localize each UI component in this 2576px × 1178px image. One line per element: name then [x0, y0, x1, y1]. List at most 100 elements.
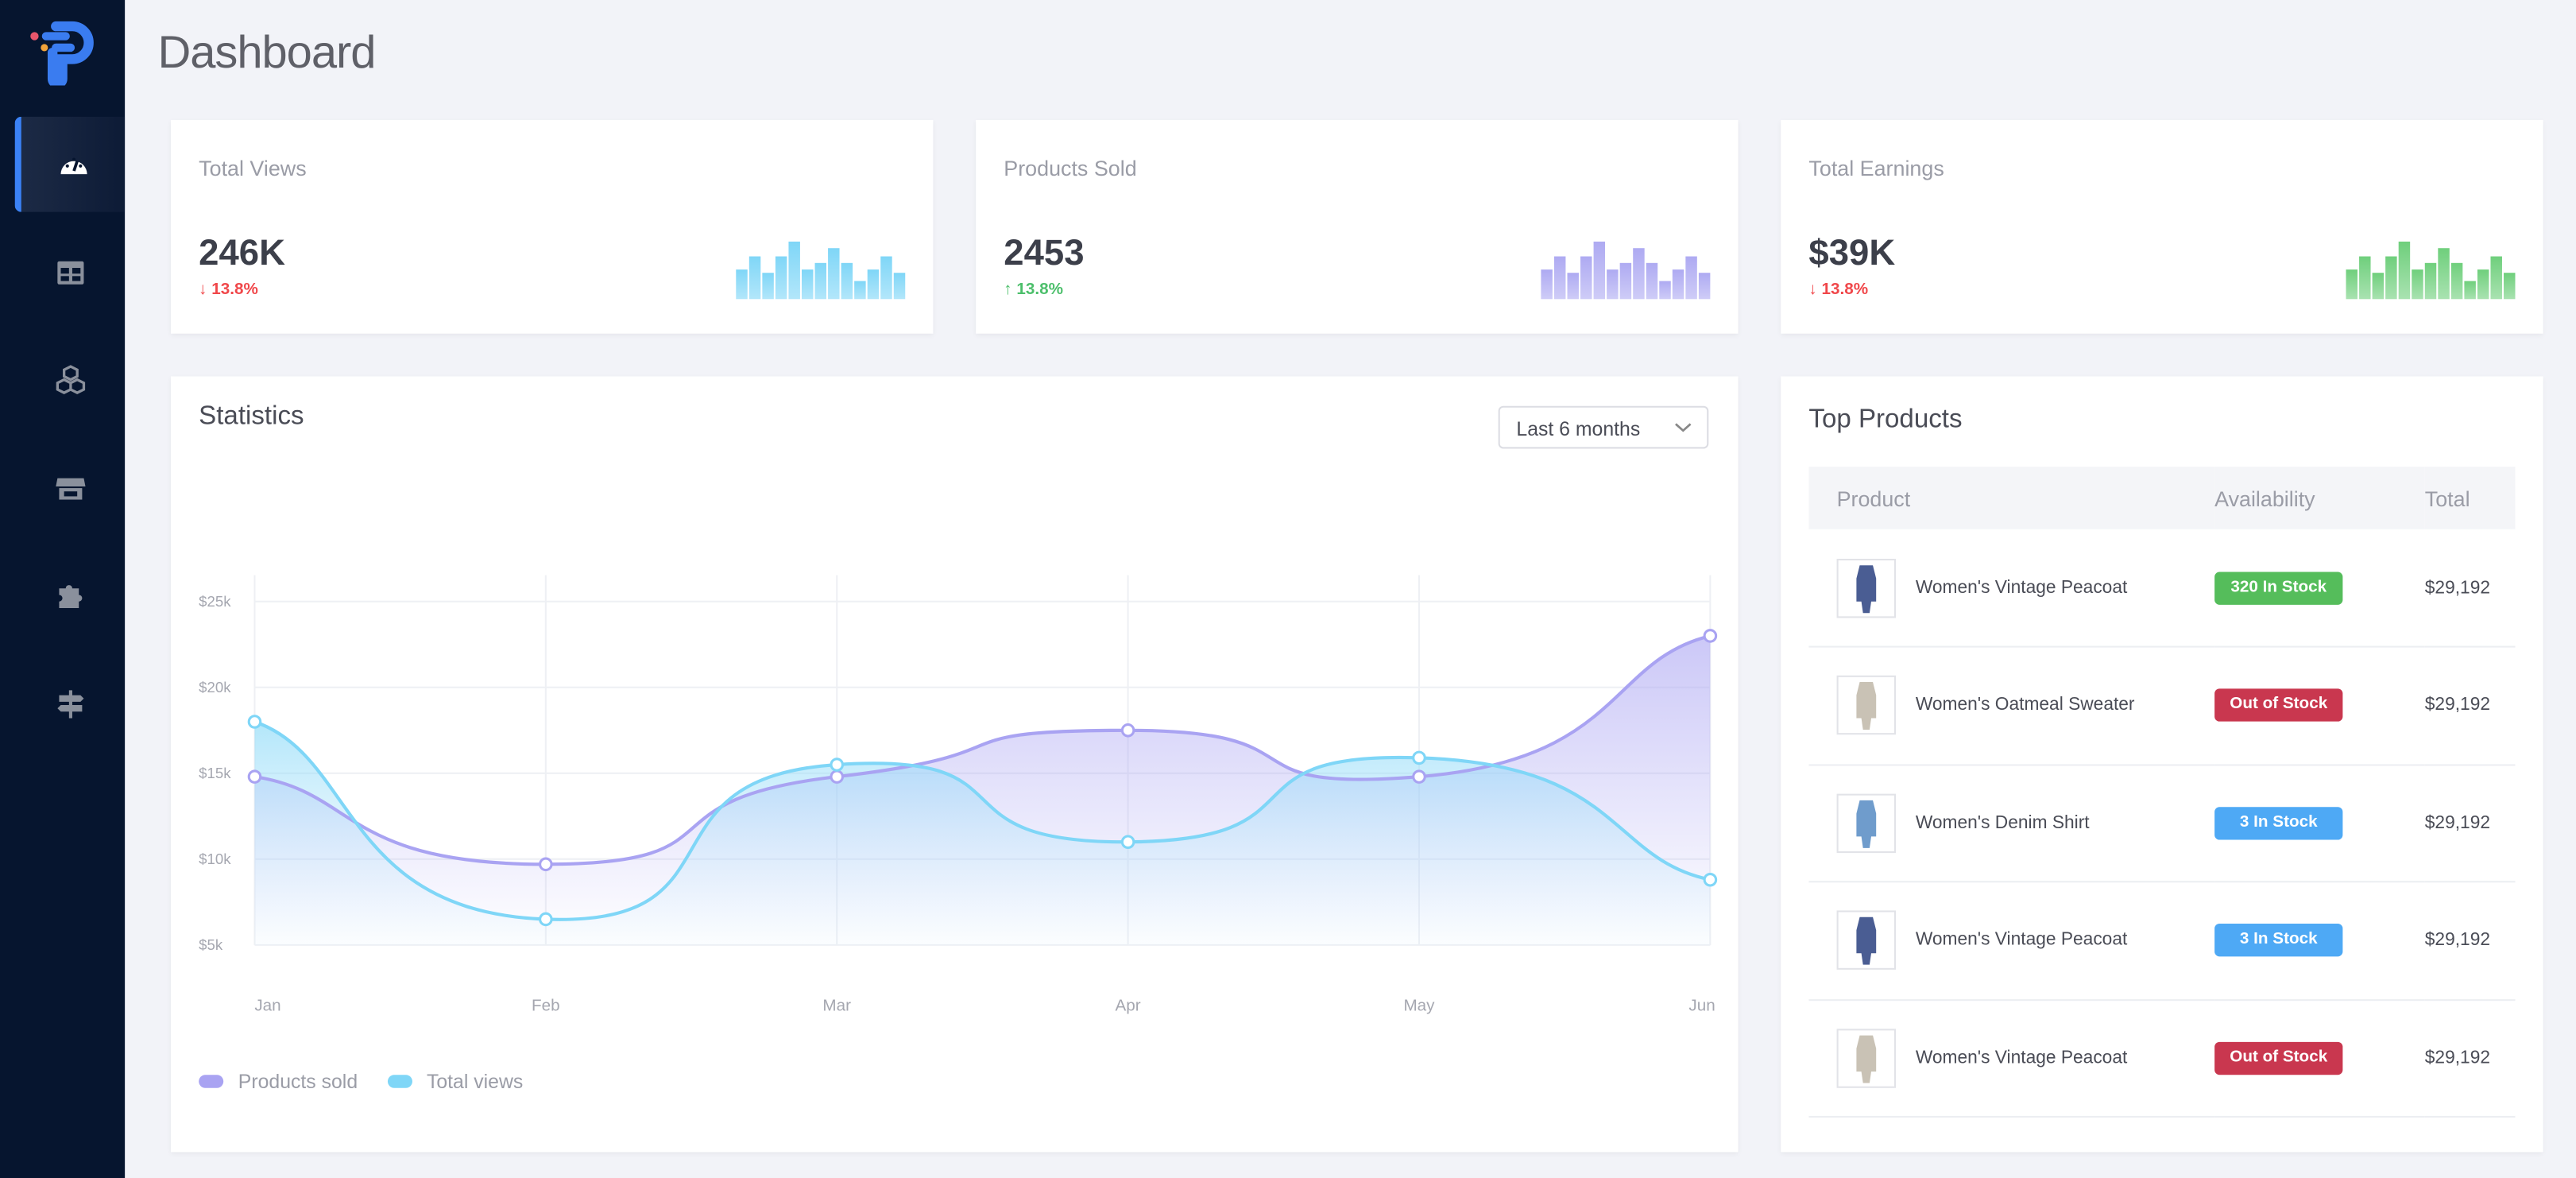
data-point — [830, 758, 845, 772]
stat-value: 2453 — [1004, 231, 1085, 273]
spark-bar — [893, 273, 906, 300]
logo — [30, 21, 94, 86]
spark-bar — [2346, 269, 2358, 300]
table-row[interactable]: Women's Oatmeal Sweater Out of Stock $29… — [1808, 646, 2516, 765]
spark-bar — [2372, 273, 2385, 300]
table-row[interactable]: Women's Vintage Peacoat 320 In Stock $29… — [1808, 529, 2516, 648]
product-name[interactable]: Women's Vintage Peacoat — [1915, 1048, 2128, 1068]
top-products-card: Top Products Product Availability Total … — [1781, 376, 2543, 1153]
spark-bar — [1698, 273, 1711, 300]
x-tick-label: Apr — [1116, 997, 1141, 1015]
signpost-icon — [56, 689, 83, 718]
stat-value: 246K — [199, 231, 285, 273]
availability-badge: Out of Stock — [2214, 1041, 2343, 1075]
sparkline — [736, 241, 906, 300]
sidebar — [0, 0, 126, 1178]
stat-label: Products Sold — [1004, 156, 1137, 181]
spark-bar — [1646, 263, 1658, 300]
range-dropdown[interactable]: Last 6 months — [1498, 405, 1709, 449]
availability-cell: 3 In Stock — [2214, 764, 2425, 883]
range-value: Last 6 months — [1516, 417, 1641, 441]
stat-card-total-earnings: Total Earnings $39K ↓ 13.8% — [1781, 119, 2543, 334]
product-name[interactable]: Women's Vintage Peacoat — [1915, 577, 2128, 598]
arrow-down-icon: ↓ — [199, 281, 207, 300]
spark-bar — [2490, 256, 2502, 300]
stat-change-value: 13.8% — [1821, 281, 1869, 300]
total-cell: $29,192 — [2424, 764, 2516, 883]
spark-bar — [788, 241, 800, 300]
product-image — [1836, 1028, 1897, 1088]
legend-swatch — [199, 1075, 224, 1088]
store-icon — [55, 477, 85, 499]
spark-bar — [775, 256, 787, 300]
top-products-table: Product Availability Total Women's Vinta… — [1808, 467, 2516, 1118]
spark-bar — [2424, 263, 2437, 300]
spark-bar — [1593, 241, 1606, 300]
spark-bar — [2412, 269, 2423, 300]
stat-card-total-views: Total Views 246K ↓ 13.8% — [171, 119, 934, 334]
total-cell: $29,192 — [2424, 529, 2516, 648]
spark-bar — [880, 256, 892, 300]
data-point — [1120, 723, 1135, 738]
data-point — [247, 715, 262, 729]
availability-badge: 3 In Stock — [2214, 924, 2343, 957]
product-image — [1836, 793, 1897, 853]
legend-label: Total views — [426, 1070, 524, 1093]
product-name[interactable]: Women's Oatmeal Sweater — [1915, 695, 2135, 715]
statistics-title: Statistics — [199, 402, 304, 431]
product-image — [1836, 557, 1897, 618]
product-cell: Women's Vintage Peacoat — [1808, 529, 2215, 648]
spark-bar — [762, 273, 774, 300]
availability-badge: 3 In Stock — [2214, 806, 2343, 840]
stat-label: Total Earnings — [1808, 156, 1944, 181]
sidebar-item-table[interactable] — [15, 224, 126, 320]
availability-cell: Out of Stock — [2214, 646, 2425, 765]
sidebar-item-puzzle[interactable] — [15, 548, 126, 643]
spark-bar — [1619, 263, 1632, 300]
column-header-total: Total — [2424, 467, 2516, 529]
stat-change: ↓ 13.8% — [1808, 281, 1868, 300]
product-name[interactable]: Women's Denim Shirt — [1915, 812, 2090, 833]
legend-total-views[interactable]: Total views — [387, 1070, 523, 1093]
spark-bar — [748, 256, 761, 300]
spark-bar — [841, 263, 853, 300]
arrow-up-icon: ↑ — [1004, 281, 1012, 300]
spark-bar — [736, 269, 748, 300]
line-products-sold — [254, 634, 1711, 866]
y-tick-label: $15k — [199, 765, 231, 781]
table-row[interactable]: Women's Vintage Peacoat Out of Stock $29… — [1808, 999, 2516, 1118]
product-cell: Women's Vintage Peacoat — [1808, 999, 2215, 1118]
sidebar-item-signpost[interactable] — [15, 655, 126, 750]
stat-change: ↑ 13.8% — [1004, 281, 1063, 300]
stat-label: Total Views — [199, 156, 307, 181]
table-row[interactable]: Women's Vintage Peacoat 3 In Stock $29,1… — [1808, 882, 2516, 1001]
spark-bar — [2477, 269, 2489, 300]
availability-cell: Out of Stock — [2214, 999, 2425, 1118]
spark-bar — [2450, 263, 2463, 300]
x-tick-label: Mar — [822, 997, 851, 1015]
spark-bar — [1607, 269, 1619, 300]
data-point — [1412, 750, 1426, 765]
sidebar-item-dashboard-gauge[interactable] — [14, 116, 126, 212]
stat-change: ↓ 13.8% — [199, 281, 258, 300]
sparkline — [2346, 241, 2516, 300]
table-row[interactable]: Women's Denim Shirt 3 In Stock $29,192 — [1808, 764, 2516, 883]
product-name[interactable]: Women's Vintage Peacoat — [1915, 930, 2128, 951]
availability-badge: 320 In Stock — [2214, 571, 2343, 604]
sidebar-item-store[interactable] — [15, 440, 126, 535]
availability-cell: 3 In Stock — [2214, 882, 2425, 1001]
sidebar-item-cubes[interactable] — [15, 332, 126, 428]
legend-products-sold[interactable]: Products sold — [199, 1070, 358, 1093]
spark-bar — [854, 280, 866, 300]
puzzle-icon — [58, 585, 82, 609]
product-image — [1836, 676, 1897, 735]
x-tick-label: Feb — [532, 997, 560, 1015]
spark-bar — [1633, 248, 1645, 300]
table-icon — [56, 260, 83, 284]
legend-label: Products sold — [238, 1070, 358, 1093]
spark-bar — [1553, 256, 1566, 300]
total-cell: $29,192 — [2424, 646, 2516, 765]
legend-swatch — [387, 1075, 412, 1088]
stat-change-value: 13.8% — [211, 281, 258, 300]
